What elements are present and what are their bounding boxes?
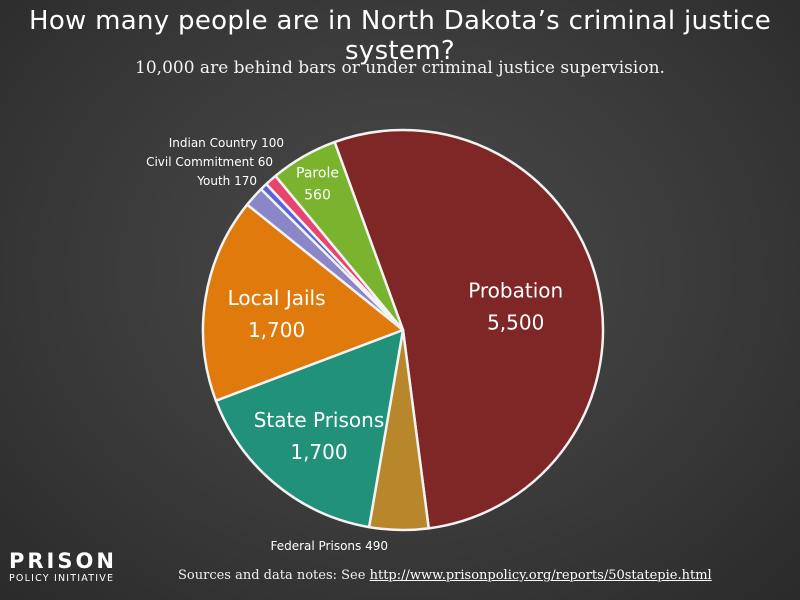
- slice-value-state-prisons: 1,700: [290, 440, 347, 464]
- pie-slice-state-prisons: [214, 328, 405, 529]
- prison-policy-logo: PRISON POLICY INITIATIVE: [9, 550, 129, 586]
- slice-label-probation: Probation: [468, 279, 563, 303]
- pie-slice-local-jails: [201, 203, 405, 402]
- sources-note: Sources and data notes: See http://www.p…: [178, 568, 788, 583]
- chart-subtitle: 10,000 are behind bars or under criminal…: [135, 58, 665, 78]
- chart-title: How many people are in North Dakota’s cr…: [28, 6, 772, 66]
- logo-subtitle: POLICY INITIATIVE: [9, 573, 115, 584]
- sources-prefix: Sources and data notes: See: [178, 568, 370, 583]
- sources-link[interactable]: http://www.prisonpolicy.org/reports/50st…: [369, 568, 712, 583]
- slice-label-youth: Youth 170: [196, 174, 257, 188]
- pie-slice-parole: [274, 140, 405, 332]
- slice-label-local-jails: Local Jails: [228, 286, 326, 310]
- slice-label-civil-commitment: Civil Commitment 60: [146, 155, 273, 169]
- slice-label-state-prisons: State Prisons: [254, 408, 385, 432]
- slice-label-federal-prisons: Federal Prisons 490: [270, 539, 388, 553]
- pie-slice-probation: [333, 128, 605, 530]
- logo-wordmark: PRISON: [9, 549, 117, 573]
- slice-label-parole: Parole: [296, 165, 339, 181]
- slice-value-probation: 5,500: [487, 311, 544, 335]
- slice-value-parole: 560: [304, 188, 331, 204]
- slice-label-indian-country: Indian Country 100: [169, 136, 284, 150]
- slice-value-local-jails: 1,700: [248, 318, 305, 342]
